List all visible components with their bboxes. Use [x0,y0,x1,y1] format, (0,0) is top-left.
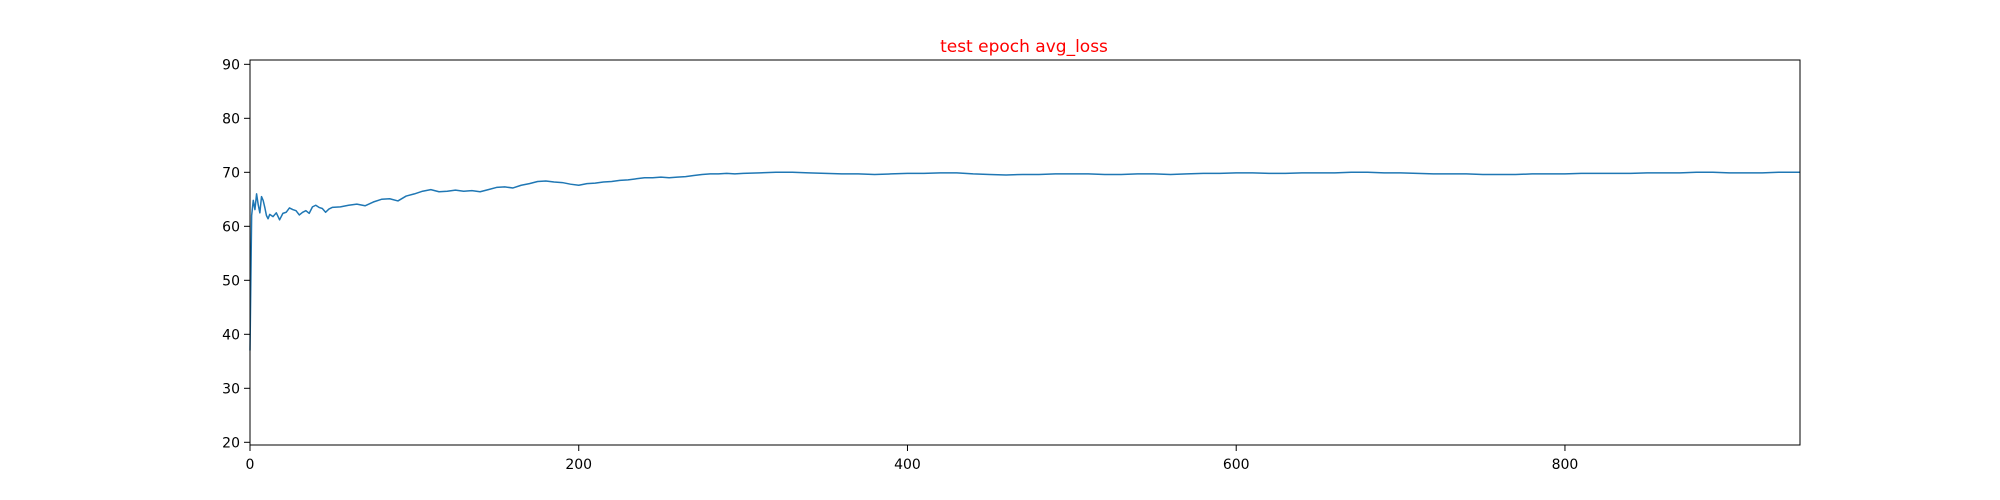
x-tick-label: 800 [1552,457,1579,473]
series-layer [249,171,1800,351]
x-axis: 0 200 400 600 800 [246,445,1579,473]
x-tick-label: 0 [246,457,255,473]
y-tick-label: 60 [222,219,240,235]
y-tick-label: 70 [222,165,240,181]
plot-frame [249,59,1801,446]
x-tick-label: 400 [894,457,921,473]
chart-title: test epoch avg_loss [940,37,1108,57]
series-line-0 [249,171,1800,351]
y-axis: 20 30 40 50 60 70 80 90 [222,57,250,451]
y-tick-label: 90 [222,57,240,73]
y-tick-label: 40 [222,327,240,343]
x-tick-label: 200 [565,457,592,473]
y-tick-label: 20 [222,435,240,451]
y-tick-label: 50 [222,273,240,289]
y-tick-label: 80 [222,111,240,127]
x-tick-label: 600 [1223,457,1250,473]
y-tick-label: 30 [222,381,240,397]
